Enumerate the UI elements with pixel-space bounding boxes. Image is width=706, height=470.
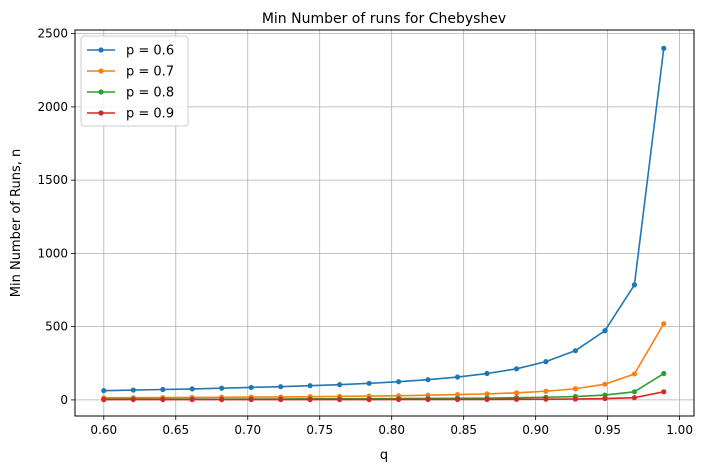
series-group xyxy=(101,45,667,403)
data-point xyxy=(160,386,166,393)
y-tick-label: 2000 xyxy=(37,100,68,114)
series-1 xyxy=(101,45,667,394)
x-tick-label: 0.60 xyxy=(90,423,117,437)
data-point xyxy=(425,377,431,383)
data-point xyxy=(543,396,549,402)
data-point xyxy=(631,282,638,288)
data-point xyxy=(631,395,638,401)
data-point xyxy=(130,396,136,403)
x-ticks: 0.60 0.65 0.70 0.75 0.80 0.85 0.90 0.95 1.00 xyxy=(90,416,693,437)
y-ticks: 0 500 1000 1500 2000 2500 xyxy=(37,27,75,407)
data-point xyxy=(661,389,667,395)
data-point xyxy=(602,395,608,402)
x-tick-label: 0.65 xyxy=(162,423,189,437)
y-tick-label: 1500 xyxy=(37,173,68,187)
data-point xyxy=(602,381,608,387)
data-point xyxy=(336,396,343,403)
data-point xyxy=(101,388,107,394)
x-tick-label: 0.95 xyxy=(594,423,621,437)
legend-marker xyxy=(98,110,104,116)
legend-box xyxy=(80,35,189,127)
x-tick-label: 0.75 xyxy=(306,423,333,437)
data-point xyxy=(484,370,490,377)
plot-frame xyxy=(74,29,695,417)
data-point xyxy=(572,348,578,354)
legend-marker xyxy=(98,47,104,53)
data-point xyxy=(454,392,461,398)
data-point xyxy=(130,387,136,393)
data-point xyxy=(278,396,284,403)
data-point xyxy=(484,396,490,403)
data-point xyxy=(513,396,520,402)
data-point xyxy=(513,366,520,372)
series-line xyxy=(103,323,665,399)
data-point xyxy=(366,380,372,386)
data-point xyxy=(631,371,638,377)
x-axis-label: q xyxy=(380,448,388,463)
data-point xyxy=(307,396,313,403)
data-point xyxy=(189,396,195,403)
x-tick-label: 0.70 xyxy=(234,423,261,437)
data-point xyxy=(631,389,638,395)
data-point xyxy=(454,396,461,403)
y-axis-label: Min Number of Runs, n xyxy=(9,149,24,297)
legend-label: p = 0.7 xyxy=(126,65,174,80)
data-point xyxy=(160,396,166,403)
x-tick-label: 1.00 xyxy=(666,423,693,437)
data-point xyxy=(248,384,254,391)
series-4 xyxy=(101,389,667,403)
data-point xyxy=(219,396,225,403)
data-point xyxy=(336,382,343,388)
legend-marker xyxy=(98,68,104,74)
y-tick-label: 1000 xyxy=(37,246,68,260)
data-point xyxy=(661,45,667,51)
grid xyxy=(75,30,694,416)
legend-label: p = 0.8 xyxy=(126,86,174,101)
series-line xyxy=(103,391,664,401)
data-point xyxy=(572,396,578,402)
data-point xyxy=(189,386,195,392)
data-point xyxy=(543,388,549,394)
data-point xyxy=(278,384,284,390)
data-point xyxy=(484,391,490,397)
legend-label: p = 0.9 xyxy=(126,107,174,122)
legend-label: p = 0.6 xyxy=(126,44,174,59)
x-tick-label: 0.85 xyxy=(450,423,477,437)
y-tick-label: 0 xyxy=(60,393,68,407)
legend-marker xyxy=(98,89,104,95)
y-tick-label: 500 xyxy=(45,320,68,334)
data-point xyxy=(366,396,372,403)
data-point xyxy=(248,396,254,403)
data-point xyxy=(454,374,461,380)
data-point xyxy=(101,396,107,403)
data-point xyxy=(572,386,578,392)
series-line xyxy=(103,48,665,392)
data-point xyxy=(602,328,608,334)
data-point xyxy=(661,370,667,377)
x-tick-label: 0.80 xyxy=(378,423,405,437)
data-point xyxy=(661,321,667,327)
x-tick-label: 0.90 xyxy=(522,423,549,437)
y-tick-label: 2500 xyxy=(37,27,68,41)
data-point xyxy=(219,385,225,391)
data-point xyxy=(425,396,431,403)
data-point xyxy=(307,383,313,389)
data-point xyxy=(543,359,549,365)
data-point xyxy=(513,390,520,396)
data-point xyxy=(396,396,402,403)
chart-title: Min Number of runs for Chebyshev xyxy=(262,11,506,27)
legend: p = 0.6 p = 0.7 p = 0.8 p = 0.9 xyxy=(80,35,189,127)
data-point xyxy=(396,379,402,385)
